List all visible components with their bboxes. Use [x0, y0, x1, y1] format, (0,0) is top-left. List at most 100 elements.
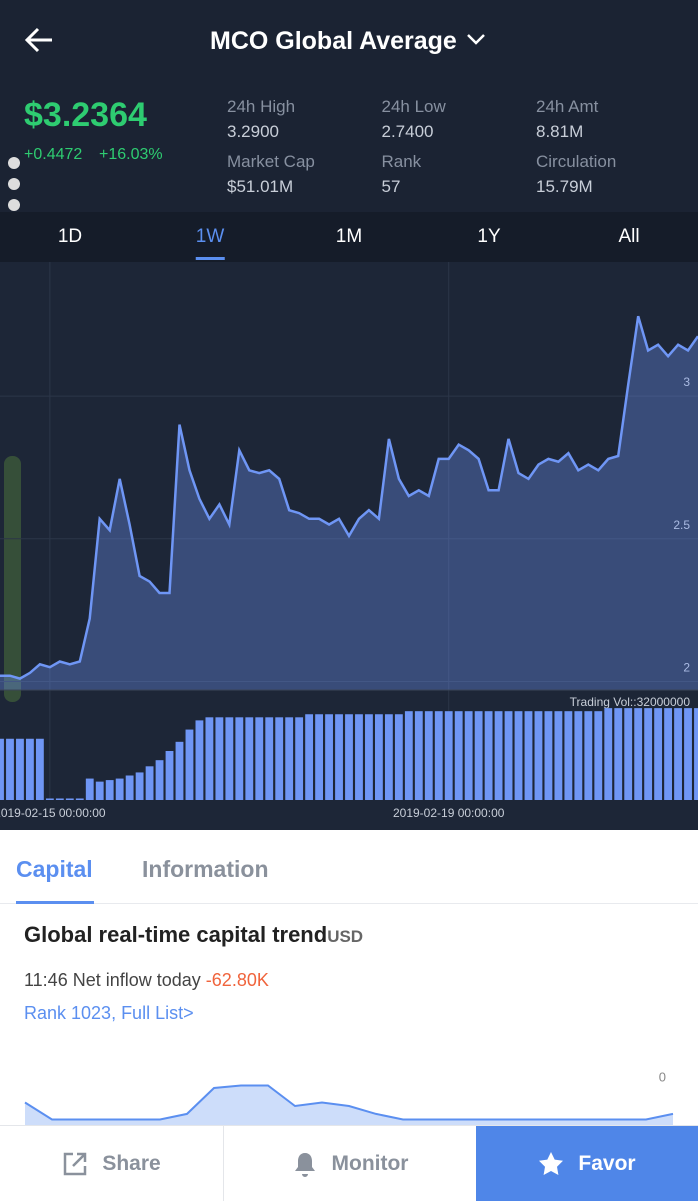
- volume-bar: [474, 711, 483, 800]
- stat-value: 57: [381, 177, 401, 196]
- volume-bar: [255, 717, 264, 800]
- volume-bar: [684, 708, 692, 800]
- volume-bar: [115, 778, 124, 800]
- volume-bar: [504, 711, 513, 800]
- volume-bar: [355, 714, 363, 800]
- volume-bar: [225, 717, 234, 800]
- volume-bar: [434, 711, 443, 800]
- capital-chart: 0: [24, 1069, 674, 1125]
- y-tick-label: 2.5: [673, 518, 690, 532]
- volume-bar: [305, 714, 314, 800]
- volume-bar: [584, 711, 593, 800]
- price-change: +0.4472: [24, 146, 83, 163]
- stat-value: 3.2900: [227, 122, 279, 141]
- volume-bar: [335, 714, 343, 800]
- volume-bar: [664, 708, 673, 800]
- volume-bar: [624, 708, 633, 800]
- volume-bar: [444, 711, 453, 800]
- volume-bar: [464, 711, 473, 800]
- volume-bar: [105, 780, 114, 800]
- share-icon: [64, 1152, 87, 1175]
- range-tab[interactable]: 1M: [335, 226, 363, 247]
- price-chart: 2019-02-15 00:00:00 2019-02-19 00:00:00 2 2…: [0, 262, 698, 830]
- x-tick-label: 2019-02-19 00:00:00: [393, 806, 505, 820]
- volume-bar: [384, 714, 393, 800]
- stat-value: 15.79M: [536, 177, 593, 196]
- stat-label: Market Cap: [227, 152, 315, 171]
- volume-bar: [394, 714, 403, 800]
- volume-bar: [55, 798, 64, 800]
- unit: USD: [327, 927, 364, 946]
- volume-bar: [594, 711, 603, 800]
- y-tick-label: 2: [683, 660, 690, 674]
- volume-bar: [285, 717, 294, 800]
- volume-bar: [75, 798, 84, 800]
- volume-bar: [135, 772, 144, 800]
- volume-bar: [534, 711, 543, 800]
- volume-bar: [265, 717, 274, 800]
- volume-bar: [404, 711, 413, 800]
- range-tab[interactable]: All: [618, 226, 640, 247]
- volume-bar: [6, 738, 14, 800]
- volume-bar: [235, 717, 244, 800]
- section-title: Global real-time capital trendUSD: [24, 922, 363, 948]
- volume-bar: [424, 711, 433, 800]
- footer: Share Monitor Favor: [0, 1125, 698, 1201]
- favor-button[interactable]: Favor: [476, 1126, 698, 1201]
- volume-bar: [414, 711, 423, 800]
- stat-label: Rank: [381, 152, 422, 171]
- volume-bar: [365, 714, 373, 800]
- monitor-label: Monitor: [331, 1151, 409, 1175]
- star-icon: [539, 1151, 564, 1175]
- volume-bar: [614, 708, 623, 800]
- volume-bar: [524, 711, 533, 800]
- volume-bar: [654, 708, 663, 800]
- volume-bar: [205, 717, 214, 800]
- volume-bar: [544, 711, 553, 800]
- monitor-button[interactable]: Monitor: [224, 1126, 476, 1201]
- favor-label: Favor: [578, 1151, 636, 1175]
- volume-bar: [634, 708, 643, 800]
- share-button[interactable]: Share: [0, 1126, 224, 1201]
- price: $3.2364: [24, 96, 147, 134]
- x-tick-label: 2019-02-15 00:00:00: [0, 806, 106, 820]
- volume-bar: [195, 720, 204, 800]
- volume-bar: [215, 717, 224, 800]
- volume-bar: [275, 717, 284, 800]
- price-line: [0, 315, 698, 680]
- tab-information[interactable]: Information: [142, 856, 269, 882]
- range-tab[interactable]: 1D: [57, 226, 83, 247]
- volume-bar: [25, 738, 34, 800]
- volume-bar: [35, 738, 44, 800]
- title[interactable]: MCO Global Average: [210, 27, 457, 55]
- range-tabs: 1D 1W 1M 1Y All: [0, 212, 698, 262]
- volume-bar: [295, 717, 304, 800]
- volume-bar: [484, 711, 493, 800]
- volume-bar: [574, 711, 583, 800]
- tab-capital[interactable]: Capital: [16, 856, 93, 882]
- volume-bar: [155, 760, 164, 800]
- volume-bar: [0, 738, 4, 800]
- range-slider[interactable]: [4, 456, 21, 702]
- volume-bar: [65, 798, 74, 800]
- tab-indicator: [16, 901, 94, 904]
- volume-bar: [564, 711, 573, 800]
- range-tab[interactable]: 1Y: [477, 226, 501, 247]
- volume-bar: [454, 711, 463, 800]
- stat-label: 24h High: [227, 97, 296, 116]
- volume-bar: [85, 778, 94, 800]
- section-title-text: Global real-time capital trend: [24, 922, 328, 947]
- inflow: 11:46 Net inflow today -62.80K: [24, 970, 269, 991]
- range-tab[interactable]: 1W: [195, 226, 225, 260]
- back-button[interactable]: [24, 26, 56, 54]
- volume-label: Trading Vol::32000000: [570, 695, 691, 709]
- capital-area: [25, 1085, 673, 1125]
- volume-bar: [694, 708, 698, 800]
- volume-bar: [185, 729, 194, 800]
- y-tick-label: 3: [683, 375, 690, 389]
- rank-link[interactable]: Rank 1023, Full List>: [24, 1003, 194, 1023]
- volume-bar: [554, 711, 563, 800]
- dropdown-icon[interactable]: [466, 32, 486, 46]
- stat-value: 2.7400: [381, 122, 434, 141]
